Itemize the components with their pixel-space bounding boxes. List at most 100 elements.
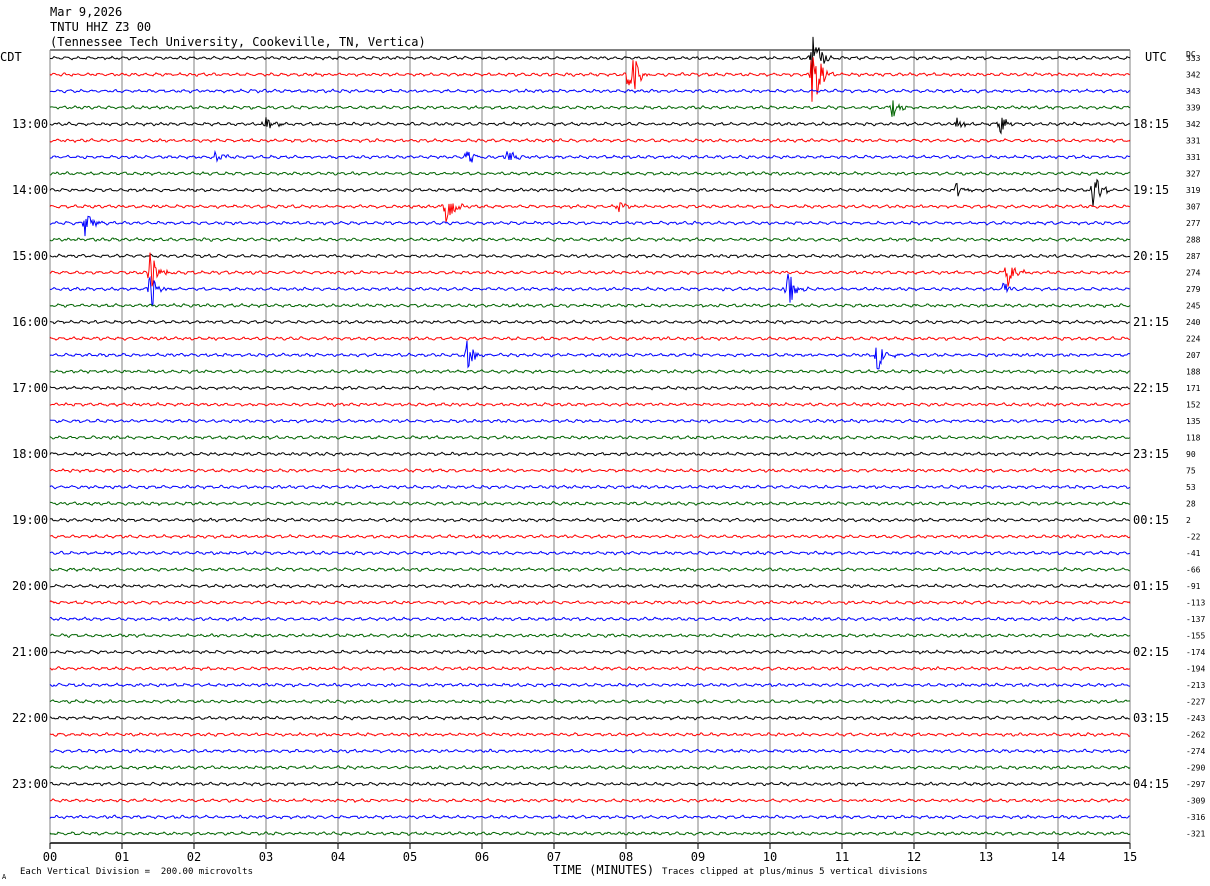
- x-tick-label: 08: [619, 850, 633, 864]
- left-hour-label: 18:00: [12, 447, 48, 461]
- right-hour-label: 18:15: [1133, 117, 1169, 131]
- left-hour-label: 21:00: [12, 645, 48, 659]
- trace-line: [49, 830, 1131, 836]
- x-axis-title: TIME (MINUTES): [553, 863, 655, 877]
- trace-line: [49, 616, 1130, 622]
- dc-value: 152: [1186, 401, 1201, 410]
- dc-value: -243: [1186, 714, 1205, 723]
- trace-line: [49, 600, 1131, 606]
- left-hour-label: 17:00: [12, 381, 48, 395]
- trace-line: [49, 335, 1131, 342]
- dc-value: 171: [1186, 384, 1201, 393]
- dc-value: -155: [1186, 632, 1205, 641]
- dc-value: -113: [1186, 599, 1205, 608]
- clip-note: Traces clipped at plus/minus 5 vertical …: [662, 867, 928, 877]
- trace-line: [49, 202, 1130, 222]
- trace-line: [49, 88, 1131, 94]
- trace-line: [49, 583, 1131, 589]
- station-location: (Tennessee Tech University, Cookeville, …: [50, 35, 426, 49]
- x-tick-label: 13: [979, 850, 993, 864]
- station-code: TNTU HHZ Z3 00: [50, 20, 152, 34]
- left-timezone-label: CDT: [0, 50, 22, 64]
- right-hour-label: 20:15: [1133, 249, 1169, 263]
- dc-value: 279: [1186, 285, 1201, 294]
- left-hour-label: 15:00: [12, 249, 48, 263]
- right-hour-label: 03:15: [1133, 711, 1169, 725]
- trace-line: [49, 451, 1131, 457]
- trace-line: [49, 401, 1130, 408]
- dc-value: 277: [1186, 219, 1201, 228]
- dc-value: -274: [1186, 747, 1205, 756]
- x-tick-label: 03: [259, 850, 273, 864]
- trace-line: [49, 698, 1131, 705]
- right-hour-label: 01:15: [1133, 579, 1169, 593]
- dc-value: 28: [1186, 500, 1196, 509]
- dc-value: 331: [1186, 153, 1201, 162]
- right-hour-label: 00:15: [1133, 513, 1169, 527]
- x-tick-label: 14: [1051, 850, 1065, 864]
- dc-value: 288: [1186, 236, 1201, 245]
- dc-value: -66: [1186, 566, 1201, 575]
- x-tick-label: 04: [331, 850, 345, 864]
- dc-value: 274: [1186, 269, 1201, 278]
- dc-value: 319: [1186, 186, 1201, 195]
- dc-value: -321: [1186, 830, 1205, 839]
- dc-value: -194: [1186, 665, 1205, 674]
- right-hour-label: 04:15: [1133, 777, 1169, 791]
- dc-value: 333: [1186, 54, 1201, 63]
- trace-line: [50, 36, 1131, 86]
- trace-line: [49, 319, 1131, 325]
- trace-line: [49, 468, 1131, 474]
- dc-value: 287: [1186, 252, 1201, 261]
- dc-value: 90: [1186, 450, 1196, 459]
- trace-line: [49, 273, 1131, 307]
- dc-value: 224: [1186, 335, 1201, 344]
- right-hour-label: 19:15: [1133, 183, 1169, 197]
- dc-value: 245: [1186, 302, 1201, 311]
- scale-note: Each Vertical Division = 200.00 microvol…: [20, 867, 253, 877]
- dc-value: -316: [1186, 813, 1205, 822]
- right-timezone-label: UTC: [1145, 50, 1167, 64]
- x-tick-label: 05: [403, 850, 417, 864]
- dc-value: 75: [1186, 467, 1196, 476]
- dc-value: 118: [1186, 434, 1201, 443]
- trace-line: [49, 682, 1131, 688]
- trace-line: [49, 781, 1131, 787]
- dc-value: 240: [1186, 318, 1201, 327]
- left-hour-label: 19:00: [12, 513, 48, 527]
- dc-value: 342: [1186, 71, 1201, 80]
- dc-value: 207: [1186, 351, 1201, 360]
- trace-line: [49, 764, 1131, 771]
- left-hour-label: 16:00: [12, 315, 48, 329]
- x-tick-label: 00: [43, 850, 57, 864]
- right-hour-label: 22:15: [1133, 381, 1169, 395]
- dc-value: 53: [1186, 483, 1196, 492]
- trace-line: [49, 171, 1131, 177]
- trace-line: [49, 665, 1131, 671]
- dc-value: -213: [1186, 681, 1205, 690]
- trace-line: [49, 137, 1131, 144]
- plot-date: Mar 9,2026: [50, 5, 123, 19]
- x-tick-label: 01: [115, 850, 129, 864]
- dc-value: -91: [1186, 582, 1201, 591]
- dc-value: 2: [1186, 516, 1191, 525]
- left-hour-label: 20:00: [12, 579, 48, 593]
- dc-value: 307: [1186, 203, 1201, 212]
- corner-mark: A: [2, 873, 7, 881]
- dc-value: -137: [1186, 615, 1205, 624]
- trace-line: [49, 252, 1131, 287]
- dc-label: DC: [1186, 50, 1196, 59]
- right-hour-label: 21:15: [1133, 315, 1169, 329]
- x-tick-label: 10: [763, 850, 777, 864]
- dc-value: -309: [1186, 797, 1205, 806]
- x-tick-label: 09: [691, 850, 705, 864]
- trace-line: [49, 517, 1131, 523]
- dc-value: 342: [1186, 120, 1201, 129]
- trace-line: [49, 434, 1131, 441]
- dc-value: 343: [1186, 87, 1201, 96]
- trace-line: [49, 550, 1131, 556]
- x-tick-label: 11: [835, 850, 849, 864]
- trace-line: [50, 797, 1131, 803]
- trace-line: [49, 534, 1131, 539]
